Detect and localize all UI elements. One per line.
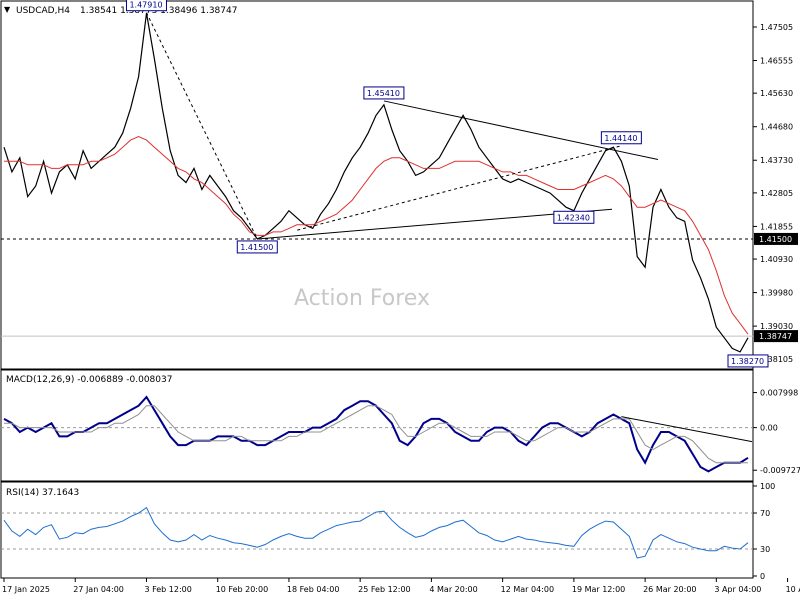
x-axis: 17 Jan 2025 27 Jan 04:00 3 Feb 12:00 10 Feb… [2,578,800,594]
price-annotation-box [727,354,769,368]
macd-tick-label: 0.00 [760,424,778,433]
rsi-panel-frame [0,481,754,579]
price-annotation-box [236,240,278,254]
x-tick-label: 19 Mar 12:00 [572,585,625,594]
x-tick-label: 3 Feb 12:00 [144,585,191,594]
x-tick-label: 4 Mar 20:00 [429,585,477,594]
rsi-tick-label: 70 [760,509,770,518]
price-annotation-label: 1.44140 [604,134,637,143]
x-tick-label: 12 Mar 04:00 [501,585,554,594]
macd-trend-line [621,416,753,443]
macd-panel-frame [0,369,754,482]
rsi-lines [3,506,749,559]
x-tick-label: 17 Jan 2025 [2,585,50,594]
trend-lines [146,12,659,240]
price-tick-label: 1.45630 [760,89,793,98]
macd-axis: 0.007998 0.00 -0.009727 [1,389,800,475]
price-lines [3,12,749,353]
watermark: Action Forex [294,286,430,311]
price-tick-label: 1.47505 [760,23,793,32]
price-tick-label: 1.42805 [760,189,793,198]
price-tick-label: 1.39980 [760,289,793,298]
x-tick-label: 26 Mar 20:00 [643,585,696,594]
collapse-triangle-icon[interactable]: ▼ [4,5,11,14]
price-tick-label: 1.39030 [760,322,793,331]
price-annotation-label: 1.41500 [240,243,273,252]
price-tick-label: 1.46555 [760,57,793,66]
support-level-tag [754,232,798,245]
trend-line-diagonal [297,145,622,231]
series-rsi [3,506,749,559]
price-annotation-label: 1.45410 [367,89,400,98]
price-tick-label: 1.43730 [760,156,793,165]
x-tick-label: 3 Apr 04:00 [714,585,761,594]
x-tick-label: 18 Feb 04:00 [287,585,339,594]
x-tick-label: 25 Feb 12:00 [358,585,410,594]
price-tick-label: 1.38105 [760,355,793,364]
rsi-label: RSI(14) 37.1643 [6,488,79,498]
price-annotation-box [125,0,167,12]
rsi-tick-label: 100 [760,482,775,491]
annotations: 1.47910 1.45410 1.41500 1.44140 1.42340 1.382… [125,0,769,368]
series-signal [4,405,748,464]
rsi-tick-label: 30 [760,545,770,554]
current-price-tag-label: 1.38747 [759,332,792,341]
symbol-label: USDCAD,H4 [16,6,70,16]
current-price-tag [754,330,798,343]
x-tick-label: 10 Feb 20:00 [216,585,268,594]
macd-lines [3,395,753,473]
x-tick-label: 10 Apr 12:00 [786,585,800,594]
price-annotation-label: 1.47910 [129,1,162,10]
price-annotation-box [363,86,405,100]
price-annotation-label: 1.38270 [731,357,764,366]
price-tick-label: 1.44680 [760,123,793,132]
series-price [3,12,749,353]
price-axis: 1.47505 1.46555 1.45630 1.44680 1.43730 1.428… [1,23,798,364]
rsi-tick-label: 0 [760,572,765,581]
macd-label: MACD(12,26,9) -0.006889 -0.008037 [6,375,172,385]
price-panel-frame [0,0,754,370]
price-annotation-box [600,131,642,145]
support-level-tag-label: 1.41500 [759,235,792,244]
trend-line-upper [383,100,659,161]
price-annotation-label: 1.42340 [557,213,590,222]
price-annotation-box [553,210,595,224]
price-tick-label: 1.40930 [760,255,793,264]
price-tick-label: 1.41855 [760,222,793,231]
trend-line-lower [257,208,613,240]
series-moving-average [4,136,749,335]
macd-tick-label: -0.009727 [760,466,800,475]
macd-tick-label: 0.007998 [760,389,798,398]
rsi-axis: 100 70 30 0 [1,482,775,581]
x-tick-label: 27 Jan 04:00 [73,585,124,594]
